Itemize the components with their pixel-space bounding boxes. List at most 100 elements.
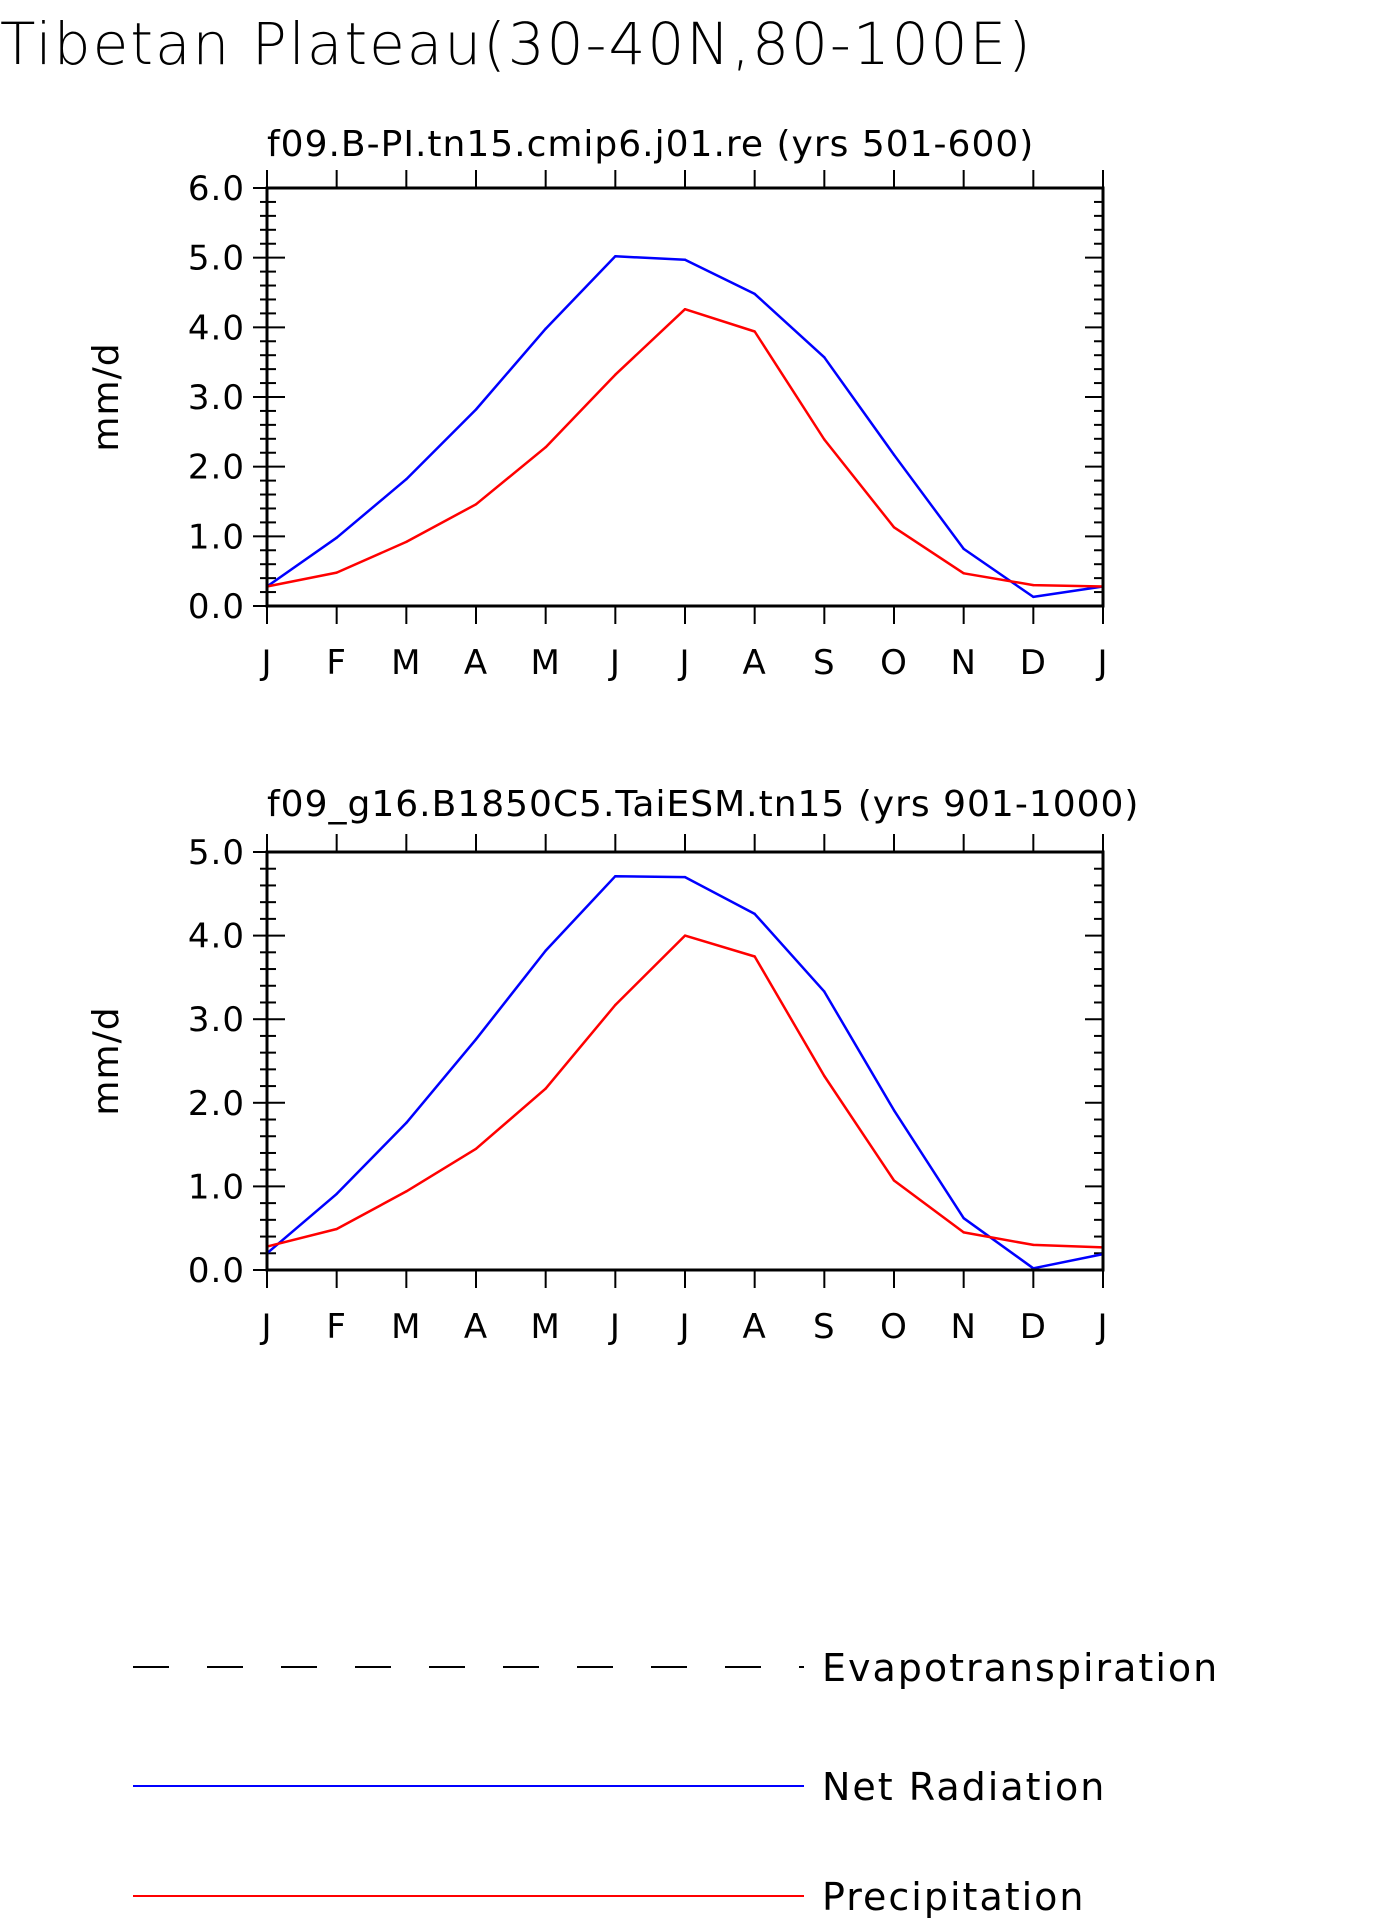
- panel-top-y-tick-labels: 0.0 1.0 2.0 3.0 4.0 5.0 6.0: [188, 169, 245, 627]
- panel-bottom-series-net-radiation-point: [544, 949, 547, 952]
- panel-bottom-y-tick-label: 4.0: [188, 917, 245, 957]
- panel-top-series-net-radiation-point: [1032, 595, 1035, 599]
- panel-bottom-x-tick-label: D: [1020, 1307, 1047, 1347]
- legend-item-net-radiation: Net Radiation: [133, 1765, 1106, 1809]
- panel-top-series-net-radiation-point: [892, 453, 896, 457]
- panel-top-x-tick-label: J: [608, 643, 621, 683]
- legend: Evapotranspiration Net Radiation Precipi…: [133, 1646, 1217, 1919]
- panel-bottom-x-tick-label: O: [880, 1307, 908, 1347]
- panel-top-series-precipitation-point: [544, 445, 547, 449]
- panel-top-series-precipitation-point: [474, 503, 478, 506]
- panel-bottom-y-tick-label: 2.0: [188, 1084, 245, 1124]
- panel-top-x-tick-label: J: [677, 643, 690, 683]
- panel-top-series-net-radiation-point: [683, 258, 687, 261]
- panel-bottom-x-tick-label: M: [391, 1307, 421, 1347]
- panel-bottom-series-net-radiation-point: [962, 1216, 965, 1220]
- panel-top-y-tick-label: 6.0: [188, 169, 245, 209]
- panel-top-y-tick-label: 3.0: [188, 378, 245, 418]
- panel-top-series-net-radiation-point: [823, 356, 826, 359]
- legend-item-precipitation: Precipitation: [133, 1875, 1086, 1919]
- panel-top-series-net-radiation-point: [405, 478, 408, 481]
- panel-bottom-y-axis-label: mm/d: [86, 1006, 127, 1115]
- panel-top-y-tick-label: 1.0: [188, 517, 245, 557]
- panel-bottom-series-precipitation-point: [405, 1190, 408, 1193]
- panel-bottom-y-tick-label: 3.0: [188, 1000, 245, 1040]
- panel-bottom-series-precipitation-point: [614, 1003, 617, 1007]
- panel-bottom-series-net-radiation-point: [405, 1121, 408, 1125]
- legend-item-evapotranspiration: Evapotranspiration: [133, 1646, 1217, 1690]
- panel-top-series-precipitation-point: [962, 572, 965, 575]
- panel-bottom-series-net-radiation-point: [753, 912, 756, 916]
- panel-top-plot-frame: [265, 186, 1105, 608]
- panel-bottom-series-precipitation-point: [753, 955, 756, 958]
- panel-top-x-tick-label: J: [259, 643, 272, 683]
- panel-bottom-x-tick-label: F: [326, 1307, 347, 1347]
- legend-label-precipitation: Precipitation: [822, 1875, 1086, 1919]
- panel-bottom-y-tick-label: 0.0: [188, 1251, 245, 1291]
- panel-bottom: f09_g16.B1850C5.TaiESM.tn15 (yrs 901-100…: [86, 784, 1139, 1347]
- panel-top-series-net-radiation-point: [753, 292, 756, 296]
- panel-bottom-y-tick-label: 1.0: [188, 1167, 245, 1207]
- panel-bottom-series-precipitation-point: [892, 1179, 896, 1182]
- panel-top-series-precipitation-point: [892, 526, 896, 529]
- panel-top-x-tick-label: A: [743, 643, 767, 683]
- panel-top-y-axis-label: mm/d: [86, 342, 127, 451]
- panel-bottom-y-tick-labels: 0.0 1.0 2.0 3.0 4.0 5.0: [188, 833, 245, 1291]
- panel-bottom-series-net-radiation-point: [683, 875, 687, 879]
- panel-bottom-x-tick-label: J: [677, 1307, 690, 1347]
- panel-bottom-series-net-radiation-point: [892, 1109, 896, 1112]
- panel-bottom-series-precipitation-point: [335, 1227, 338, 1231]
- panel-top-x-tick-label: O: [880, 643, 908, 683]
- panel-top-x-tick-label: D: [1020, 643, 1047, 683]
- panel-bottom-x-tick-label: S: [813, 1307, 836, 1347]
- panel-top-x-tick-label: F: [326, 643, 347, 683]
- panel-bottom-title: f09_g16.B1850C5.TaiESM.tn15 (yrs 901-100…: [267, 784, 1139, 825]
- panel-bottom-x-tick-label: J: [259, 1307, 272, 1347]
- panel-top-y-tick-label: 5.0: [188, 239, 245, 279]
- panel-top-series-net-radiation-point: [614, 255, 617, 258]
- legend-label-net-radiation: Net Radiation: [822, 1765, 1106, 1809]
- panel-top-y-tick-label: 2.0: [188, 448, 245, 488]
- panel-bottom-series-net-radiation-point: [335, 1192, 338, 1196]
- panel-bottom-series-net-radiation-point: [823, 990, 826, 993]
- panel-bottom-series-precipitation-point: [544, 1087, 547, 1090]
- panel-top: f09.B-PI.tn15.cmip6.j01.re (yrs 501-600)…: [86, 124, 1108, 683]
- panel-bottom-y-tick-label: 5.0: [188, 833, 245, 873]
- panel-bottom-x-tick-label: J: [608, 1307, 621, 1347]
- panel-top-x-tick-label: J: [1095, 643, 1108, 683]
- panel-bottom-series-precipitation-point: [823, 1074, 826, 1078]
- panel-top-series-precipitation-point: [1032, 583, 1035, 587]
- panel-top-series-precipitation-point: [753, 330, 756, 333]
- panel-top-series-precipitation-point: [614, 373, 617, 376]
- panel-top-series-precipitation-point: [405, 540, 408, 544]
- panel-bottom-plot-frame: [265, 850, 1105, 1272]
- panel-top-y-tick-label: 0.0: [188, 587, 245, 627]
- panel-top-series-net-radiation-point: [335, 536, 338, 539]
- panel-top-series-net-radiation-point: [962, 547, 965, 551]
- panel-bottom-series-precipitation-point: [1032, 1243, 1035, 1247]
- panel-top-x-tick-label: M: [530, 643, 560, 683]
- panel-bottom-x-tick-label: A: [464, 1307, 488, 1347]
- panel-bottom-series-precipitation-point: [683, 934, 687, 937]
- figure-title: Tibetan Plateau(30-40N,80-100E): [0, 10, 1033, 78]
- panel-top-series-precipitation-point: [335, 571, 338, 574]
- panel-top-x-tick-label: M: [391, 643, 421, 683]
- panel-top-title: f09.B-PI.tn15.cmip6.j01.re (yrs 501-600): [267, 124, 1034, 165]
- panel-top-series-net-radiation-point: [544, 327, 547, 330]
- panel-bottom-series-precipitation-point: [474, 1147, 478, 1150]
- panel-bottom-x-tick-label: N: [950, 1307, 976, 1347]
- panel-top-x-tick-label: A: [464, 643, 488, 683]
- panel-bottom-series-precipitation-point: [962, 1231, 965, 1234]
- panel-bottom-x-tick-label: A: [743, 1307, 767, 1347]
- panel-bottom-series-net-radiation-point: [614, 875, 617, 878]
- panel-top-y-tick-label: 4.0: [188, 308, 245, 348]
- panel-top-x-tick-label: N: [950, 643, 976, 683]
- panel-top-series-net-radiation-point: [474, 408, 478, 411]
- panel-top-x-tick-label: S: [813, 643, 836, 683]
- panel-top-series-precipitation-point: [823, 438, 826, 441]
- panel-top-series-precipitation-point: [683, 308, 687, 311]
